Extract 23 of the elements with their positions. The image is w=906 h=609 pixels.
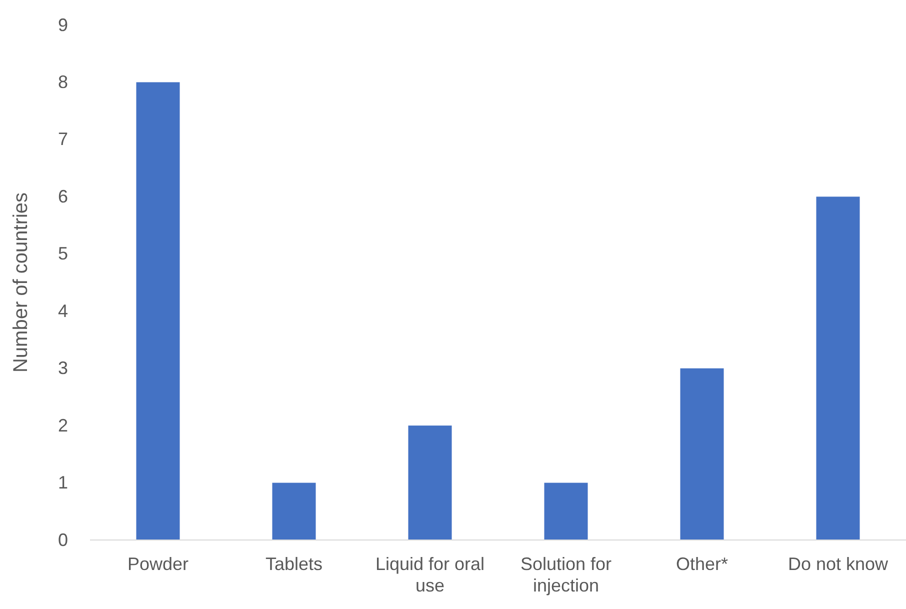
y-tick-label: 5 <box>58 244 68 264</box>
y-tick-label: 8 <box>58 72 68 92</box>
x-tick-label: Do not know <box>788 554 890 574</box>
bar <box>544 482 588 540</box>
y-tick-label: 2 <box>58 415 68 436</box>
y-tick-label: 4 <box>58 300 68 321</box>
y-axis-title: Number of countries <box>10 192 32 373</box>
bar <box>272 482 316 540</box>
bar <box>680 368 724 540</box>
y-tick-label: 3 <box>58 358 68 378</box>
bar <box>136 82 180 540</box>
x-tick-label: Solution for injection <box>520 554 612 596</box>
y-tick-label: 6 <box>58 186 68 206</box>
bar <box>816 196 860 540</box>
bar <box>408 426 452 540</box>
y-tick-label: 9 <box>58 14 68 35</box>
y-tick-label: 7 <box>58 129 68 150</box>
x-tick-label: Liquid for oral use <box>375 554 485 596</box>
x-tick-label: Tablets <box>265 554 323 574</box>
y-tick-label: 1 <box>58 472 68 493</box>
y-tick-label: 0 <box>58 530 68 550</box>
x-tick-label: Other* <box>676 554 728 574</box>
x-tick-label: Powder <box>127 554 189 574</box>
